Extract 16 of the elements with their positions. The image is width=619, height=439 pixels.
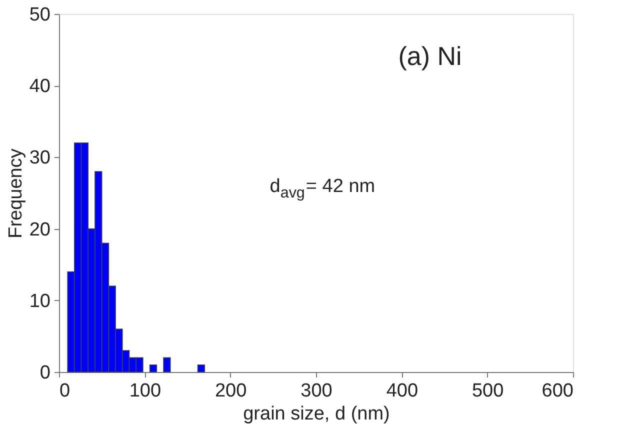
- y-tick-label: 40: [29, 76, 50, 98]
- x-tick-label: 300: [300, 380, 332, 402]
- x-axis-title: grain size, d (nm): [243, 404, 390, 424]
- y-tick-label: 30: [29, 148, 50, 169]
- y-tick-label: 10: [29, 290, 50, 312]
- x-tick-label: 400: [386, 380, 418, 402]
- x-tick-label: 600: [542, 380, 574, 402]
- annotation: (a) Ni: [398, 40, 462, 71]
- y-tick-label: 0: [40, 362, 50, 384]
- x-tick-label: 500: [472, 380, 504, 402]
- x-tick-label: 0: [60, 380, 70, 402]
- x-tick-label: 100: [129, 380, 162, 402]
- y-axis-title: Frequency: [5, 148, 26, 238]
- y-tick-label: 20: [29, 219, 50, 240]
- y-tick-label: 50: [29, 4, 50, 26]
- x-tick-label: 200: [214, 380, 247, 402]
